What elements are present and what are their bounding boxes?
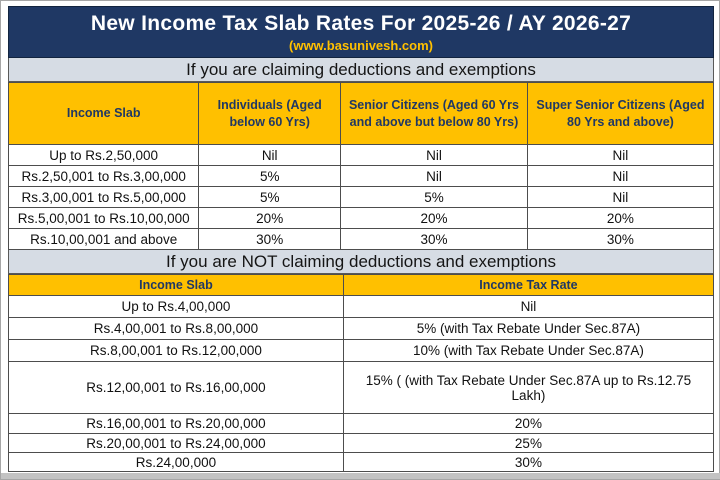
section-banner-claiming-deductions: If you are claiming deductions and exemp… — [8, 58, 714, 82]
rate-cell: 10% (with Tax Rebate Under Sec.87A) — [342, 339, 715, 362]
rate-cell: Nil — [526, 165, 715, 187]
table-row: Rs.16,00,001 to Rs.20,00,000 20% — [8, 413, 715, 434]
rate-cell: Nil — [340, 165, 528, 187]
table-row: Rs.5,00,001 to Rs.10,00,000 20% 20% 20% — [7, 207, 715, 229]
website-link: (www.basunivesh.com) — [289, 38, 433, 53]
income-slab-cell: Rs.10,00,001 and above — [7, 228, 200, 250]
rate-cell: 5% (with Tax Rebate Under Sec.87A) — [342, 317, 715, 340]
income-slab-cell: Rs.24,00,000 — [8, 452, 344, 472]
rate-cell: 30% — [198, 228, 342, 250]
section-banner-not-claiming-deductions: If you are NOT claiming deductions and e… — [8, 250, 714, 274]
income-slab-cell: Rs.20,00,001 to Rs.24,00,000 — [8, 433, 344, 453]
table-row: Rs.3,00,001 to Rs.5,00,000 5% 5% Nil — [7, 186, 715, 208]
column-header-income-slab: Income Slab — [7, 82, 200, 145]
new-regime-header-row: Income Slab Income Tax Rate — [8, 274, 715, 296]
rate-cell: Nil — [198, 144, 342, 166]
rate-cell: 20% — [340, 207, 528, 229]
income-slab-cell: Rs.2,50,001 to Rs.3,00,000 — [7, 165, 200, 187]
income-slab-cell: Rs.5,00,001 to Rs.10,00,000 — [7, 207, 200, 229]
table-row: Up to Rs.2,50,000 Nil Nil Nil — [7, 144, 715, 166]
table-row: Rs.12,00,001 to Rs.16,00,000 15% ( (with… — [8, 361, 715, 414]
rate-cell: 5% — [198, 186, 342, 208]
column-header-income-slab: Income Slab — [8, 274, 344, 296]
rate-cell: 30% — [342, 452, 715, 472]
rate-cell: 20% — [198, 207, 342, 229]
income-slab-cell: Rs.16,00,001 to Rs.20,00,000 — [8, 413, 344, 434]
table-row: Rs.20,00,001 to Rs.24,00,000 25% — [8, 433, 715, 453]
title-band: New Income Tax Slab Rates For 2025-26 / … — [8, 6, 714, 58]
rate-cell: Nil — [342, 295, 715, 318]
rate-cell: 30% — [526, 228, 715, 250]
rate-cell: 20% — [526, 207, 715, 229]
rate-cell: 15% ( (with Tax Rebate Under Sec.87A up … — [342, 361, 715, 414]
income-slab-cell: Rs.4,00,001 to Rs.8,00,000 — [8, 317, 344, 340]
rate-cell: 30% — [340, 228, 528, 250]
income-slab-cell: Up to Rs.4,00,000 — [8, 295, 344, 318]
rate-cell: 5% — [198, 165, 342, 187]
old-regime-header-row: Income Slab Individuals (Aged below 60 Y… — [7, 82, 715, 145]
column-header-income-tax-rate: Income Tax Rate — [342, 274, 715, 296]
new-regime-table: Income Slab Income Tax Rate Up to Rs.4,0… — [8, 274, 715, 472]
income-slab-cell: Up to Rs.2,50,000 — [7, 144, 200, 166]
image-bottom-border — [1, 473, 720, 479]
page-title: New Income Tax Slab Rates For 2025-26 / … — [90, 12, 632, 35]
income-slab-cell: Rs.8,00,001 to Rs.12,00,000 — [8, 339, 344, 362]
income-slab-cell: Rs.3,00,001 to Rs.5,00,000 — [7, 186, 200, 208]
table-row: Rs.24,00,000 30% — [8, 452, 715, 472]
column-header-senior-citizens: Senior Citizens (Aged 60 Yrs and above b… — [340, 82, 528, 145]
tax-slab-infographic: New Income Tax Slab Rates For 2025-26 / … — [7, 6, 715, 472]
rate-cell: 20% — [342, 413, 715, 434]
old-regime-table: Income Slab Individuals (Aged below 60 Y… — [7, 82, 715, 250]
table-row: Rs.4,00,001 to Rs.8,00,000 5% (with Tax … — [8, 317, 715, 340]
table-row: Rs.2,50,001 to Rs.3,00,000 5% Nil Nil — [7, 165, 715, 187]
table-row: Rs.8,00,001 to Rs.12,00,000 10% (with Ta… — [8, 339, 715, 362]
column-header-individuals: Individuals (Aged below 60 Yrs) — [198, 82, 342, 145]
rate-cell: Nil — [526, 186, 715, 208]
rate-cell: Nil — [340, 144, 528, 166]
column-header-super-senior-citizens: Super Senior Citizens (Aged 80 Yrs and a… — [526, 82, 715, 145]
rate-cell: 25% — [342, 433, 715, 453]
income-slab-cell: Rs.12,00,001 to Rs.16,00,000 — [8, 361, 344, 414]
table-row: Up to Rs.4,00,000 Nil — [8, 295, 715, 318]
rate-cell: 5% — [340, 186, 528, 208]
table-row: Rs.10,00,001 and above 30% 30% 30% — [7, 228, 715, 250]
rate-cell: Nil — [526, 144, 715, 166]
